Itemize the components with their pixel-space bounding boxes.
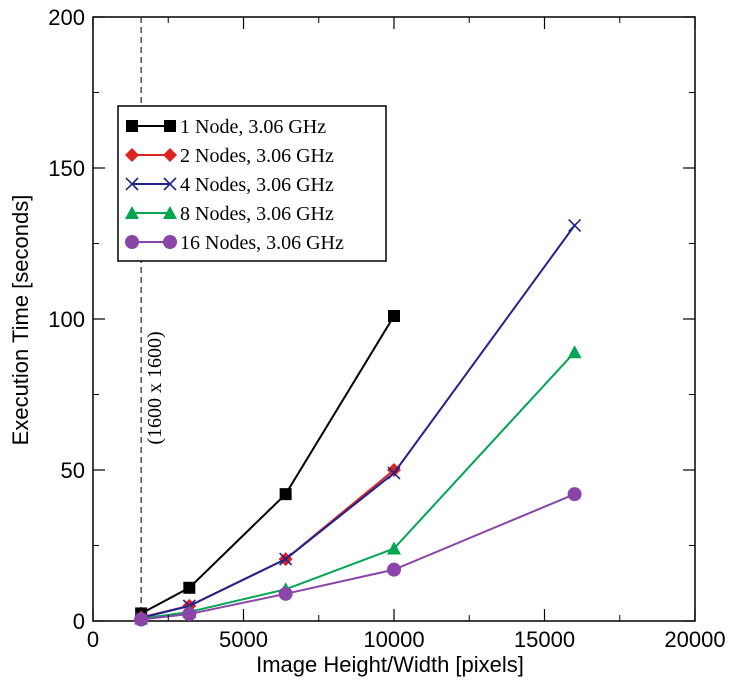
series-5 (134, 487, 582, 627)
y-tick-label: 0 (73, 609, 85, 634)
x-marker-stroke (279, 552, 293, 566)
x-tick-label: 15000 (514, 627, 575, 652)
x-axis-title: Image Height/Width [pixels] (256, 652, 524, 677)
series-line (141, 493, 575, 621)
y-tick-label: 150 (48, 156, 85, 181)
x-marker-stroke (568, 218, 582, 232)
legend-marker (126, 120, 138, 132)
legend-entry: 2 Nodes, 3.06 GHz (125, 145, 334, 167)
y-tick-label: 50 (61, 458, 85, 483)
legend-entry: 16 Nodes, 3.06 GHz (125, 232, 344, 254)
legend-label: 1 Node, 3.06 GHz (180, 116, 326, 138)
series-1 (135, 309, 400, 620)
legend-marker (125, 206, 139, 219)
data-point (567, 345, 582, 359)
legend-label: 4 Nodes, 3.06 GHz (180, 174, 334, 196)
series-3 (134, 218, 582, 625)
data-point (388, 309, 400, 322)
x-marker-stroke (125, 177, 139, 191)
legend-marker (163, 235, 177, 249)
data-point (387, 466, 401, 480)
annotation-label: (1600 x 1600) (144, 331, 166, 444)
data-point (278, 586, 293, 601)
legend-marker (163, 177, 177, 191)
series-4 (134, 345, 582, 625)
x-tick-label: 10000 (363, 627, 424, 652)
data-point (134, 612, 149, 627)
legend-entry: 8 Nodes, 3.06 GHz (125, 203, 334, 225)
legend-label: 16 Nodes, 3.06 GHz (180, 232, 344, 254)
x-tick-label: 20000 (664, 627, 725, 652)
data-point (279, 552, 293, 566)
legend-marker (163, 206, 177, 219)
data-point (183, 581, 196, 594)
legend-marker (164, 120, 176, 132)
data-point (387, 463, 401, 477)
x-axis-ticks: 0 5000 10000 15000 20000 (87, 17, 726, 652)
series-2 (134, 463, 401, 625)
x-tick-label: 0 (87, 627, 99, 652)
legend-label: 2 Nodes, 3.06 GHz (180, 145, 334, 167)
x-marker-stroke (387, 466, 401, 480)
y-tick-label: 100 (48, 307, 85, 332)
legend-marker (125, 235, 139, 249)
data-point (568, 218, 582, 232)
data-point (387, 541, 401, 555)
axes: 0 5000 10000 15000 20000 0 50 100 150 200 Image … (8, 5, 726, 677)
legend-entry: 1 Node, 3.06 GHz (126, 116, 326, 138)
data-point (567, 487, 582, 502)
legend: 1 Node, 3.06 GHz 2 Nodes, 3.06 GHz 4 Nodes… (117, 105, 387, 262)
legend-label: 8 Nodes, 3.06 GHz (180, 203, 334, 225)
y-axis-ticks: 0 50 100 150 200 (48, 5, 695, 634)
legend-entry: 4 Nodes, 3.06 GHz (125, 174, 334, 196)
y-axis-title: Execution Time [seconds] (8, 195, 33, 446)
data-point (387, 562, 401, 577)
y-tick-label: 200 (48, 5, 85, 30)
legend-marker (125, 148, 139, 162)
x-marker-stroke (163, 177, 177, 191)
legend-marker (163, 148, 177, 162)
data-point (279, 488, 292, 501)
legend-marker (125, 177, 139, 191)
series-layer (134, 218, 582, 627)
x-tick-label: 5000 (219, 627, 268, 652)
series-line (140, 315, 395, 615)
series-line (140, 469, 395, 619)
data-point (182, 607, 197, 622)
